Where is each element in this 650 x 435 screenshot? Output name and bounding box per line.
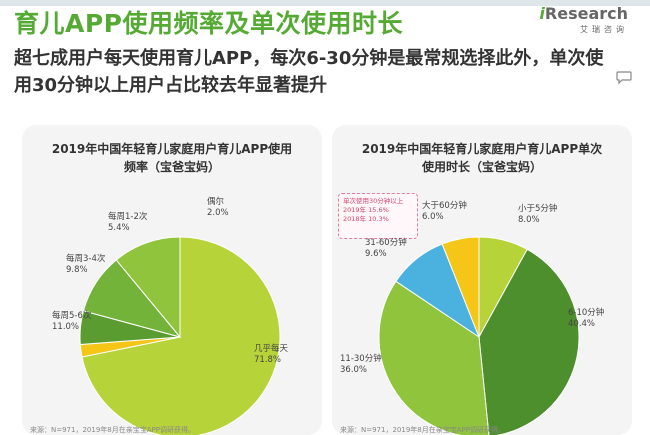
duration-label-4: 大于60分钟 6.0%: [422, 201, 467, 223]
frequency-label-3: 每周3-4次 9.8%: [66, 254, 105, 276]
frequency-label-2-value: 5.4%: [108, 223, 130, 233]
duration-label-0: 小于5分钟 8.0%: [518, 204, 557, 226]
duration-slice-4: [441, 236, 480, 338]
annotation-callout: 单次使用30分钟以上 2019年 15.6% 2018年 10.3%: [338, 193, 418, 239]
source-note-right: 来源：N=971，2019年8月在亲宝宝APP调研获得。: [340, 426, 505, 434]
frequency-label-0: 几乎每天 71.8%: [254, 344, 288, 366]
duration-chart-title-line-1: 2019年中国年轻育儿家庭用户育儿APP单次: [361, 142, 603, 156]
duration-label-0-value: 8.0%: [518, 215, 540, 225]
duration-label-3: 31-60分钟 9.6%: [365, 238, 407, 260]
page-title: 育儿APP使用频率及单次使用时长: [14, 9, 403, 38]
duration-chart-title-line-2: 使用时长（宝爸宝妈）: [421, 160, 542, 174]
frequency-label-4: 每周5-6次 11.0%: [52, 311, 91, 333]
frequency-label-4-name: 每周5-6次: [52, 311, 92, 321]
frequency-label-0-value: 71.8%: [254, 355, 282, 365]
logo-prefix: i: [539, 4, 545, 23]
duration-label-1: 6-10分钟 40.4%: [568, 308, 604, 330]
frequency-pie-chart: [79, 236, 281, 435]
frequency-chart-title-line-2: 频率（宝爸宝妈）: [123, 160, 220, 174]
frequency-label-0-name: 几乎每天: [254, 344, 289, 354]
iresearch-logo: iResearch 艾瑞咨询: [533, 4, 628, 44]
duration-label-4-name: 大于60分钟: [422, 201, 467, 211]
frequency-chart-title-line-1: 2019年中国年轻育儿家庭用户育儿APP使用: [51, 142, 293, 156]
annotation-line-3: 2018年 10.3%: [343, 215, 389, 223]
duration-pie-chart: [378, 236, 580, 435]
duration-label-3-value: 9.6%: [365, 249, 387, 259]
frequency-chart-panel: 2019年中国年轻育儿家庭用户育儿APP使用 频率（宝爸宝妈） 几乎每天 71.8…: [22, 125, 322, 435]
chat-bubble-icon: [616, 70, 632, 89]
duration-chart-panel: 2019年中国年轻育儿家庭用户育儿APP单次 使用时长（宝爸宝妈） 单次使用30…: [332, 125, 632, 435]
frequency-label-1-value: 2.0%: [207, 208, 229, 218]
frequency-slice-0: [81, 236, 281, 435]
frequency-label-3-name: 每周3-4次: [66, 254, 106, 264]
duration-slice-1: [478, 248, 580, 435]
duration-label-0-name: 小于5分钟: [518, 204, 558, 214]
annotation-line-1: 单次使用30分钟以上: [343, 197, 404, 205]
duration-label-2: 11-30分钟 36.0%: [340, 354, 382, 376]
duration-slice-2: [378, 280, 490, 435]
logo-wordmark: iResearch: [539, 4, 628, 23]
frequency-label-2: 每周1-2次 5.4%: [108, 212, 147, 234]
frequency-slice-4: [115, 236, 181, 339]
duration-chart-title: 2019年中国年轻育儿家庭用户育儿APP单次 使用时长（宝爸宝妈）: [332, 140, 632, 176]
duration-label-1-value: 40.4%: [568, 319, 596, 329]
frequency-label-1-name: 偶尔: [207, 197, 225, 207]
logo-subtext: 艾瑞咨询: [580, 25, 628, 34]
logo-word: Research: [544, 4, 628, 23]
duration-label-3-name: 31-60分钟: [365, 238, 407, 248]
frequency-chart-title: 2019年中国年轻育儿家庭用户育儿APP使用 频率（宝爸宝妈）: [22, 140, 322, 176]
frequency-label-1: 偶尔 2.0%: [207, 197, 229, 219]
top-bar: [0, 0, 650, 6]
frequency-label-3-value: 9.8%: [66, 265, 88, 275]
frequency-label-2-name: 每周1-2次: [108, 212, 148, 222]
frequency-label-4-value: 11.0%: [52, 322, 80, 332]
annotation-line-2: 2019年 15.6%: [343, 206, 389, 214]
source-note-left: 来源：N=971，2019年8月在亲宝宝APP调研获得。: [30, 426, 195, 434]
subtitle: 超七成用户每天使用育儿APP，每次6-30分钟是最常规选择此外，单次使用30分钟…: [14, 48, 604, 96]
duration-label-2-value: 36.0%: [340, 365, 368, 375]
duration-label-4-value: 6.0%: [422, 212, 444, 222]
duration-label-2-name: 11-30分钟: [340, 354, 382, 364]
duration-label-1-name: 6-10分钟: [568, 308, 605, 318]
